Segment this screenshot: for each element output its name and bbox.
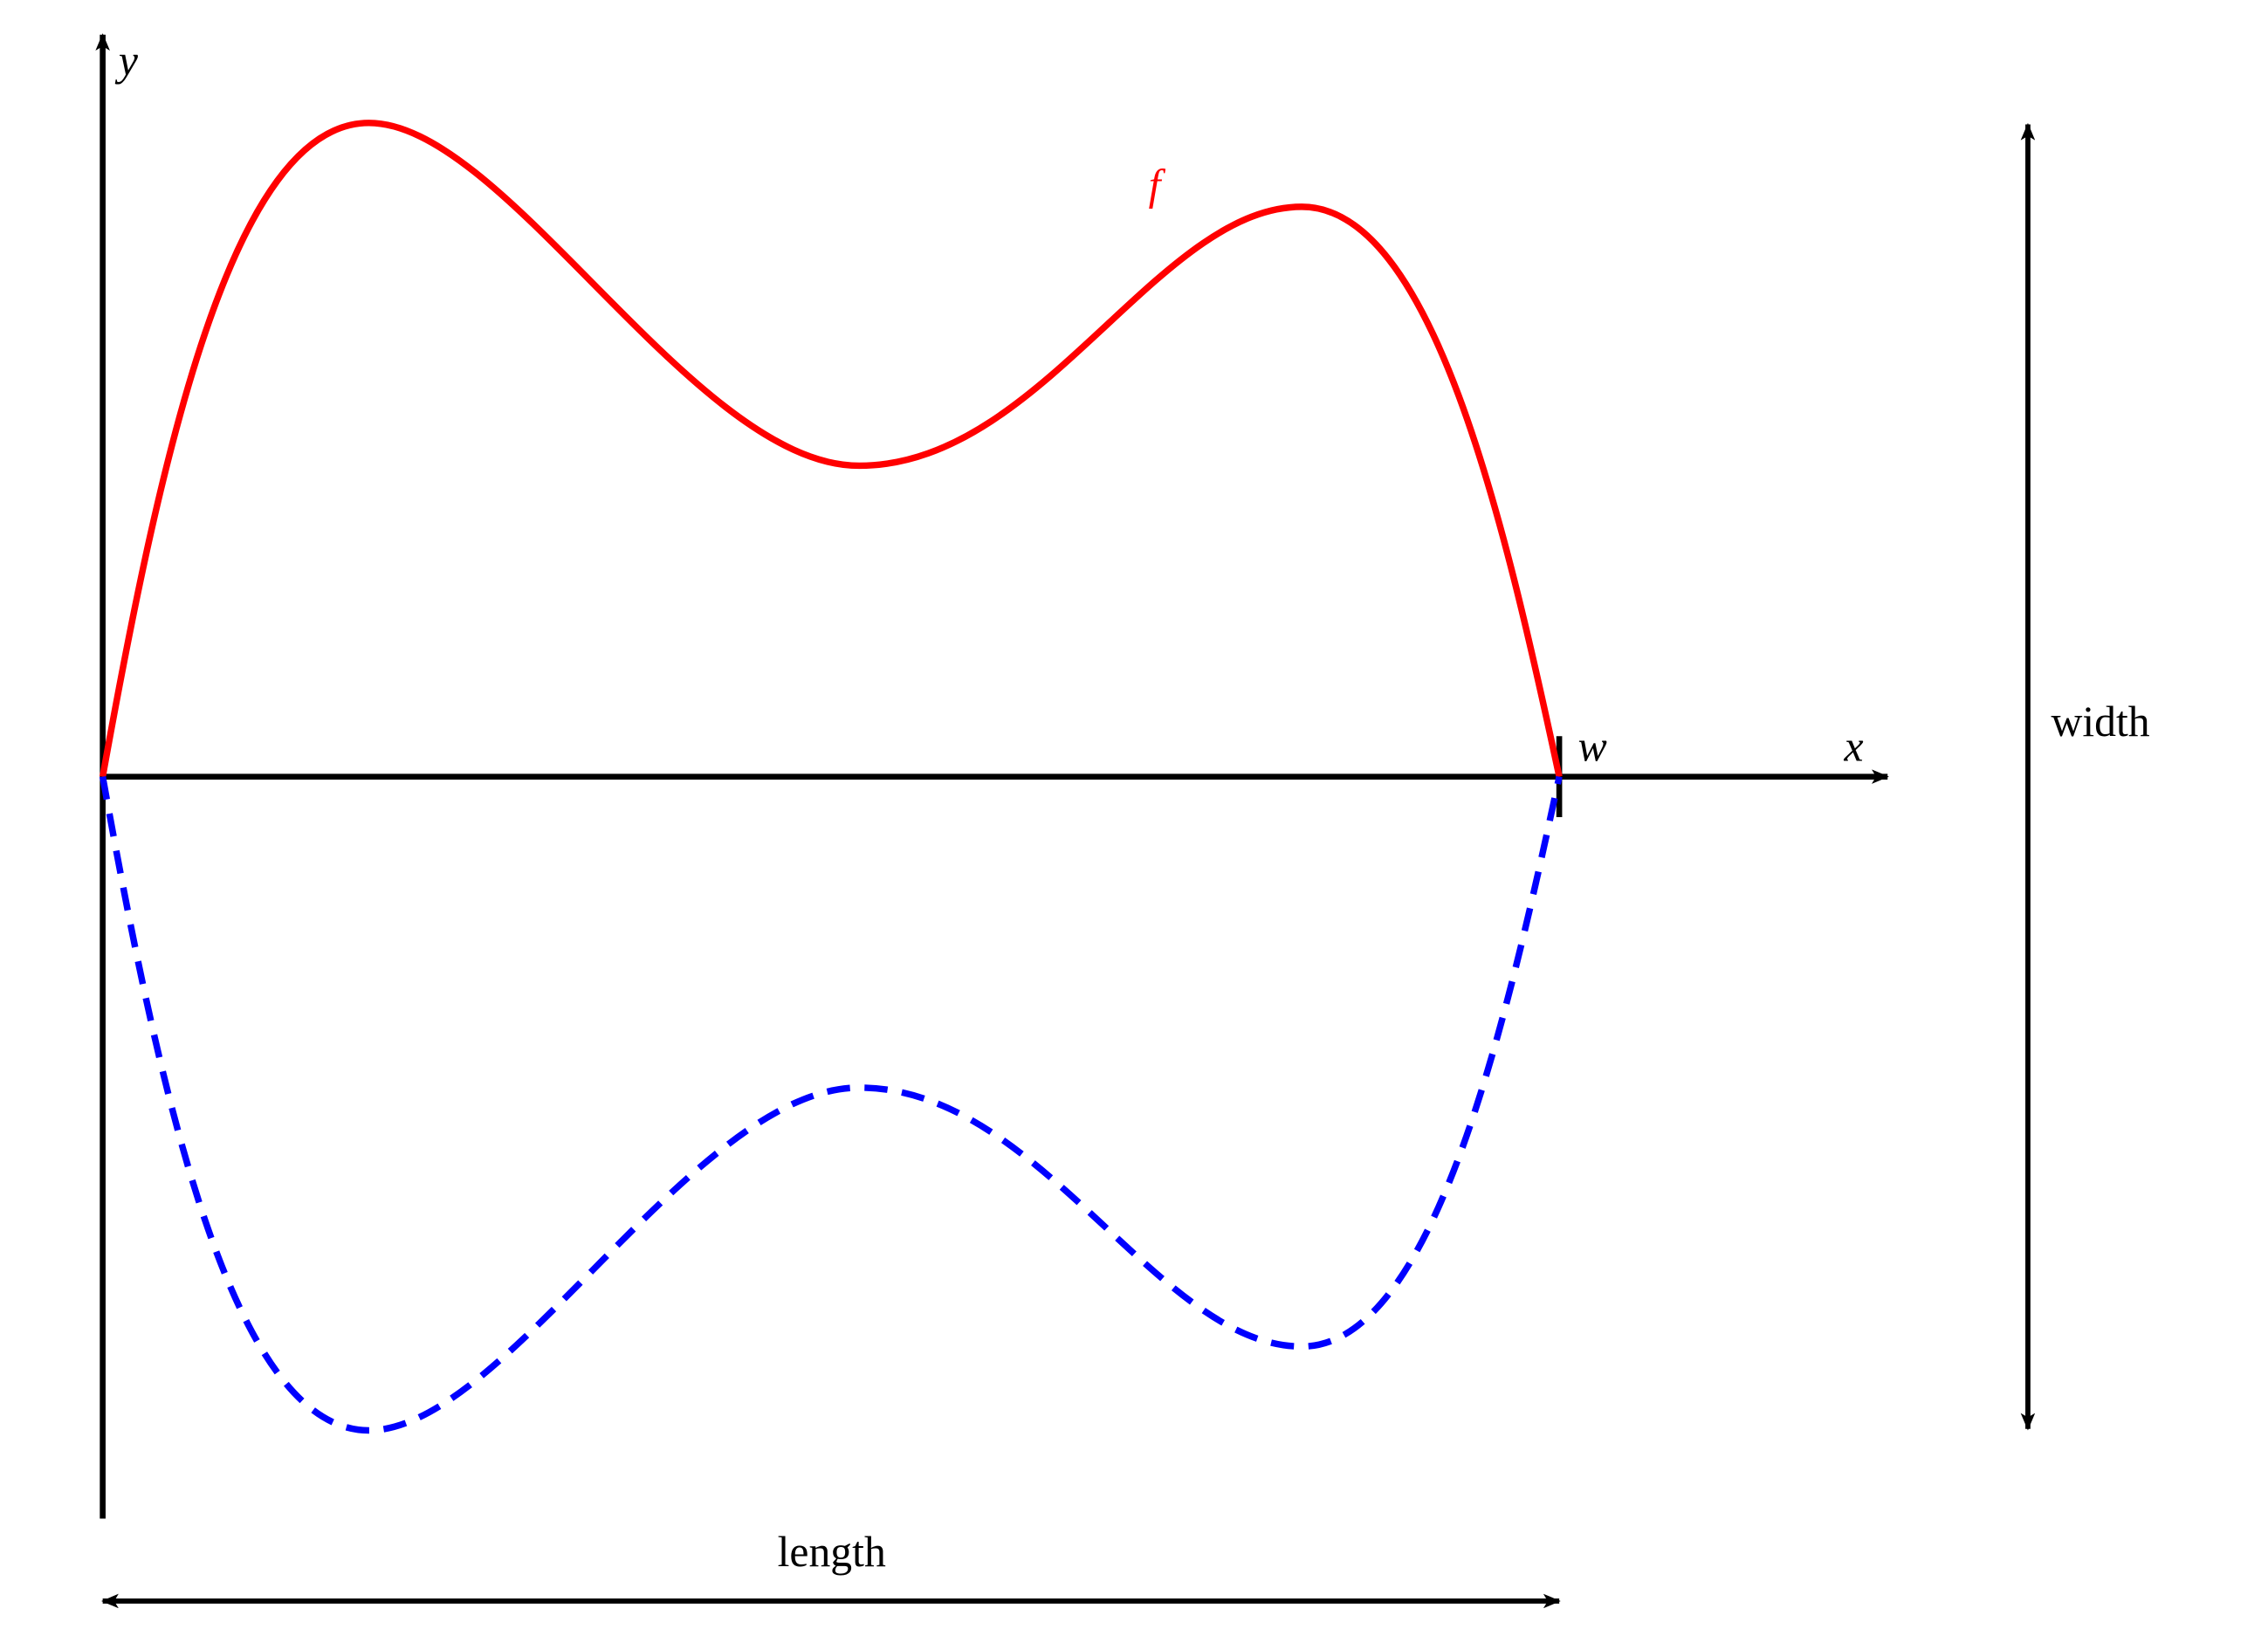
- w-label: w: [1578, 722, 1607, 770]
- x-label: x: [1844, 722, 1864, 770]
- y-label: y: [114, 37, 139, 85]
- function-curve: [99, 120, 1563, 778]
- width-label: width: [2051, 698, 2149, 746]
- length-label: length: [778, 1528, 886, 1576]
- mirrored-curve: [99, 775, 1563, 1434]
